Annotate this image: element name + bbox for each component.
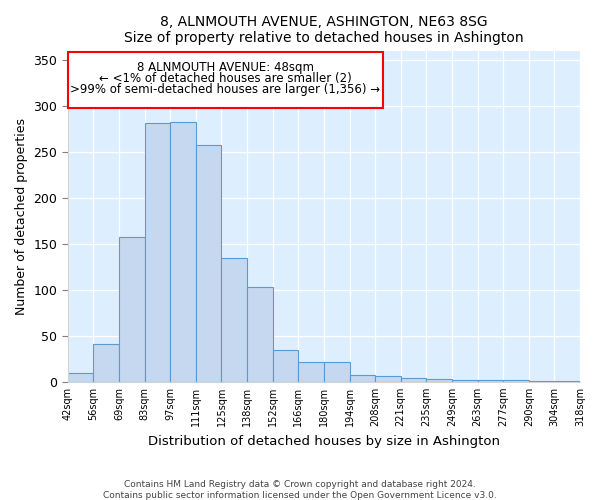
- Bar: [247, 287, 273, 382]
- Text: Contains HM Land Registry data © Crown copyright and database right 2024.
Contai: Contains HM Land Registry data © Crown c…: [103, 480, 497, 500]
- Bar: [324, 362, 350, 382]
- Bar: [273, 350, 298, 382]
- Bar: [68, 372, 94, 382]
- Text: ← <1% of detached houses are smaller (2): ← <1% of detached houses are smaller (2): [99, 72, 352, 85]
- Bar: [196, 146, 221, 382]
- X-axis label: Distribution of detached houses by size in Ashington: Distribution of detached houses by size …: [148, 434, 500, 448]
- Bar: [221, 258, 247, 382]
- Bar: [350, 376, 375, 382]
- Bar: [94, 344, 119, 382]
- Bar: [375, 376, 401, 382]
- Bar: [401, 378, 427, 382]
- Bar: [170, 122, 196, 382]
- Bar: [452, 380, 478, 382]
- Text: >99% of semi-detached houses are larger (1,356) →: >99% of semi-detached houses are larger …: [70, 82, 380, 96]
- Bar: [529, 381, 554, 382]
- FancyBboxPatch shape: [68, 52, 383, 108]
- Bar: [298, 362, 324, 382]
- Bar: [145, 123, 170, 382]
- Y-axis label: Number of detached properties: Number of detached properties: [15, 118, 28, 314]
- Text: 8 ALNMOUTH AVENUE: 48sqm: 8 ALNMOUTH AVENUE: 48sqm: [137, 60, 314, 74]
- Title: 8, ALNMOUTH AVENUE, ASHINGTON, NE63 8SG
Size of property relative to detached ho: 8, ALNMOUTH AVENUE, ASHINGTON, NE63 8SG …: [124, 15, 524, 45]
- Bar: [119, 238, 145, 382]
- Bar: [478, 380, 503, 382]
- Bar: [503, 380, 529, 382]
- Bar: [554, 381, 580, 382]
- Bar: [427, 379, 452, 382]
